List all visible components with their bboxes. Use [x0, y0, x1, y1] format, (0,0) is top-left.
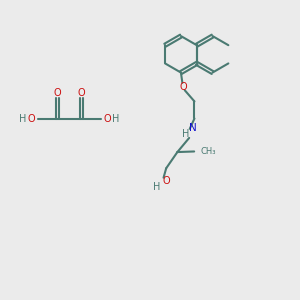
Text: O: O [103, 114, 111, 124]
Text: H: H [19, 114, 26, 124]
Text: O: O [78, 88, 85, 98]
Text: H: H [182, 129, 189, 140]
Text: O: O [162, 176, 170, 186]
Text: N: N [189, 123, 196, 133]
Text: O: O [179, 82, 187, 92]
Text: O: O [53, 88, 61, 98]
Text: H: H [153, 182, 160, 192]
Text: H: H [112, 114, 119, 124]
Text: CH₃: CH₃ [200, 147, 216, 156]
Text: O: O [28, 114, 35, 124]
